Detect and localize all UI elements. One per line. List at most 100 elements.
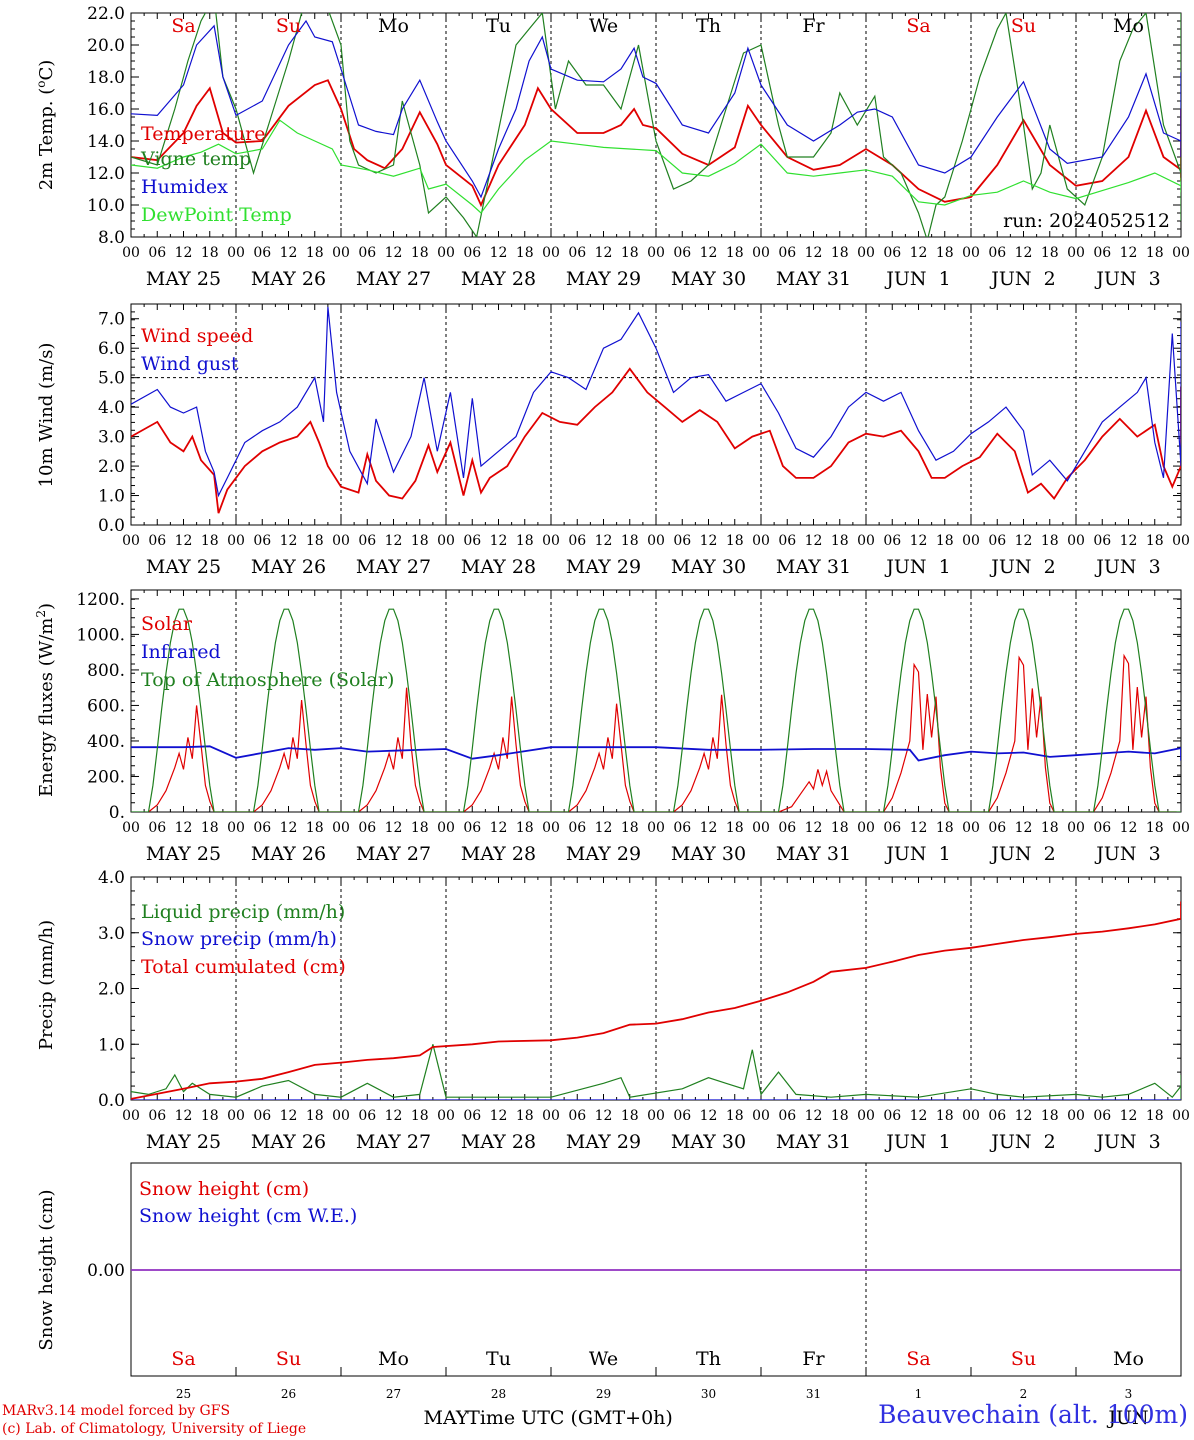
hour-tick-label: 00 <box>1067 820 1085 836</box>
hour-tick-label: 06 <box>883 533 901 549</box>
legend-entry: Snow height (cm W.E.) <box>139 1205 357 1227</box>
y-tick-label: 2.0 <box>98 457 125 477</box>
date-label: MAY 25 <box>146 268 221 290</box>
hour-tick-label: 00 <box>122 533 140 549</box>
hour-tick-label: 00 <box>227 820 245 836</box>
hour-tick-label: 18 <box>1146 1108 1164 1124</box>
panel-4: 0.0 1.0 2.0 3.0 4.0 Precip (mm/h) 00 06 12 18 MAY … <box>36 868 1190 1153</box>
y-tick-label: 6.0 <box>98 339 125 359</box>
date-label: MAY 31 <box>776 268 851 290</box>
date-label: MAY 25 <box>146 1131 221 1153</box>
hour-tick-label: 00 <box>752 245 770 261</box>
hour-tick-label: 18 <box>621 533 639 549</box>
hour-tick-label: 06 <box>253 1108 271 1124</box>
date-label: MAY 29 <box>566 1131 641 1153</box>
date-label: JUN 2 <box>989 556 1055 578</box>
y-tick-label: 7.0 <box>98 310 125 330</box>
hour-tick-label: 00 <box>857 245 875 261</box>
date-label: JUN 2 <box>989 268 1055 290</box>
day-number-label: 27 <box>386 1387 401 1401</box>
hour-tick-label: 12 <box>910 1108 928 1124</box>
hour-tick-label: 18 <box>1146 533 1164 549</box>
date-label: JUN 1 <box>884 556 950 578</box>
y-tick-label: 10.0 <box>87 196 125 216</box>
hour-tick-label: 00 <box>542 245 560 261</box>
hour-tick-label: 18 <box>201 1108 219 1124</box>
hour-tick-label: 00 <box>437 533 455 549</box>
y-tick-label: 3.0 <box>98 428 125 448</box>
date-label: MAY 27 <box>356 1131 431 1153</box>
hour-tick-label: 12 <box>595 820 613 836</box>
date-label: MAY 30 <box>671 843 746 865</box>
hour-tick-label: 06 <box>358 1108 376 1124</box>
hour-tick-label: 06 <box>253 245 271 261</box>
hour-tick-label: 06 <box>673 820 691 836</box>
hour-tick-label: 00 <box>332 1108 350 1124</box>
day-number-label: 25 <box>176 1387 191 1401</box>
y-axis-label: Precip (mm/h) <box>36 920 57 1050</box>
day-number-label: 28 <box>491 1387 506 1401</box>
hour-tick-label: 12 <box>805 820 823 836</box>
hour-tick-label: 12 <box>1120 245 1138 261</box>
y-tick-label: 20.0 <box>87 36 125 56</box>
weekday-label: Tu <box>486 15 511 37</box>
date-label: MAY 31 <box>776 556 851 578</box>
hour-tick-label: 12 <box>1015 820 1033 836</box>
time-axis-label: Time UTC (GMT+0h) <box>467 1407 673 1429</box>
hour-tick-label: 00 <box>962 1108 980 1124</box>
hour-tick-label: 12 <box>910 533 928 549</box>
hour-tick-label: 06 <box>673 245 691 261</box>
hour-tick-label: 12 <box>490 533 508 549</box>
hour-tick-label: 12 <box>595 245 613 261</box>
hour-tick-label: 12 <box>700 533 718 549</box>
date-label: MAY 27 <box>356 843 431 865</box>
hour-tick-label: 18 <box>1041 1108 1059 1124</box>
hour-tick-label: 18 <box>411 820 429 836</box>
hour-tick-label: 18 <box>1146 820 1164 836</box>
date-label: MAY 27 <box>356 556 431 578</box>
y-tick-label: 400. <box>87 732 125 752</box>
hour-tick-label: 12 <box>805 1108 823 1124</box>
date-label: MAY 31 <box>776 1131 851 1153</box>
hour-tick-label: 00 <box>542 533 560 549</box>
hour-tick-label: 06 <box>1093 245 1111 261</box>
y-tick-label: 12.0 <box>87 164 125 184</box>
hour-tick-label: 12 <box>1015 1108 1033 1124</box>
hour-tick-label: 00 <box>752 1108 770 1124</box>
hour-tick-label: 12 <box>910 245 928 261</box>
run-label: run: 2024052512 <box>1003 210 1170 232</box>
date-label: MAY 29 <box>566 556 641 578</box>
hour-tick-label: 06 <box>778 245 796 261</box>
hour-tick-label: 06 <box>463 245 481 261</box>
date-label: JUN 3 <box>1094 843 1160 865</box>
y-tick-label: 0.0 <box>98 516 125 536</box>
hour-tick-label: 00 <box>857 533 875 549</box>
weekday-label: Sa <box>906 15 930 37</box>
day-number-label: 26 <box>281 1387 296 1401</box>
hour-tick-label: 12 <box>175 820 193 836</box>
y-tick-label: 14.0 <box>87 132 125 152</box>
hour-tick-label: 06 <box>988 820 1006 836</box>
y-tick-label: 16.0 <box>87 100 125 120</box>
hour-tick-label: 18 <box>936 820 954 836</box>
hour-tick-label: 18 <box>306 245 324 261</box>
hour-tick-label: 18 <box>1041 533 1059 549</box>
date-label: JUN 1 <box>884 1131 950 1153</box>
date-label: MAY 25 <box>146 843 221 865</box>
hour-tick-label: 00 <box>1067 245 1085 261</box>
hour-tick-label: 18 <box>306 533 324 549</box>
hour-tick-label: 18 <box>726 820 744 836</box>
hour-tick-label: 00 <box>227 1108 245 1124</box>
legend-entry: Top of Atmosphere (Solar) <box>141 669 394 691</box>
date-label: JUN 1 <box>884 268 950 290</box>
hour-tick-label: 00 <box>332 533 350 549</box>
hour-tick-label: 12 <box>1120 820 1138 836</box>
hour-tick-label: 06 <box>988 245 1006 261</box>
hour-tick-label: 18 <box>621 820 639 836</box>
y-tick-label: 4.0 <box>98 398 125 418</box>
weekday-label: Mo <box>378 15 409 37</box>
hour-tick-label: 00 <box>857 820 875 836</box>
hour-tick-label: 00 <box>122 1108 140 1124</box>
hour-tick-label: 18 <box>726 533 744 549</box>
legend-entry: Total cumulated (cm) <box>141 956 346 978</box>
